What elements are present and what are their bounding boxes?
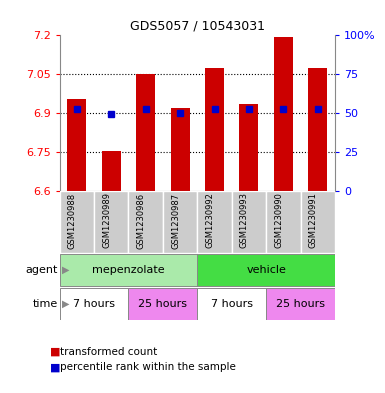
- Text: agent: agent: [25, 265, 58, 275]
- Text: GSM1230988: GSM1230988: [68, 193, 77, 249]
- Text: GSM1230993: GSM1230993: [240, 193, 249, 248]
- Bar: [60, 288, 129, 320]
- Text: ■: ■: [50, 362, 60, 373]
- Text: GSM1230989: GSM1230989: [102, 193, 111, 248]
- Text: 7 hours: 7 hours: [73, 299, 115, 309]
- Bar: [197, 288, 266, 320]
- Text: ■: ■: [50, 347, 60, 357]
- Bar: [197, 254, 335, 286]
- Text: 7 hours: 7 hours: [211, 299, 253, 309]
- Bar: [308, 68, 327, 191]
- Text: time: time: [32, 299, 58, 309]
- Text: GSM1230991: GSM1230991: [309, 193, 318, 248]
- Bar: [129, 191, 163, 253]
- Text: GSM1230987: GSM1230987: [171, 193, 180, 249]
- Bar: [197, 191, 232, 253]
- Bar: [136, 74, 155, 191]
- Bar: [67, 99, 86, 191]
- Text: mepenzolate: mepenzolate: [92, 265, 165, 275]
- Text: 25 hours: 25 hours: [276, 299, 325, 309]
- Title: GDS5057 / 10543031: GDS5057 / 10543031: [130, 20, 265, 33]
- Text: ▶: ▶: [62, 265, 69, 275]
- Bar: [102, 151, 121, 191]
- Bar: [129, 288, 197, 320]
- Bar: [171, 108, 189, 191]
- Bar: [239, 104, 258, 191]
- Bar: [163, 191, 197, 253]
- Text: GSM1230986: GSM1230986: [137, 193, 146, 249]
- Text: GSM1230992: GSM1230992: [206, 193, 214, 248]
- Text: 25 hours: 25 hours: [138, 299, 187, 309]
- Bar: [60, 191, 94, 253]
- Bar: [60, 254, 197, 286]
- Text: GSM1230990: GSM1230990: [275, 193, 283, 248]
- Text: transformed count: transformed count: [60, 347, 157, 357]
- Text: vehicle: vehicle: [246, 265, 286, 275]
- Text: percentile rank within the sample: percentile rank within the sample: [60, 362, 236, 373]
- Text: ▶: ▶: [62, 299, 69, 309]
- Bar: [205, 68, 224, 191]
- Bar: [94, 191, 129, 253]
- Bar: [266, 288, 335, 320]
- Bar: [301, 191, 335, 253]
- Bar: [232, 191, 266, 253]
- Bar: [266, 191, 301, 253]
- Bar: [274, 37, 293, 191]
